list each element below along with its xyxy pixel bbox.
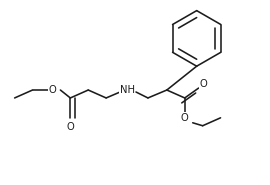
Text: O: O [49,85,56,95]
Text: NH: NH [120,85,134,95]
Text: O: O [200,79,208,89]
Text: O: O [181,113,189,123]
Text: O: O [66,122,74,132]
